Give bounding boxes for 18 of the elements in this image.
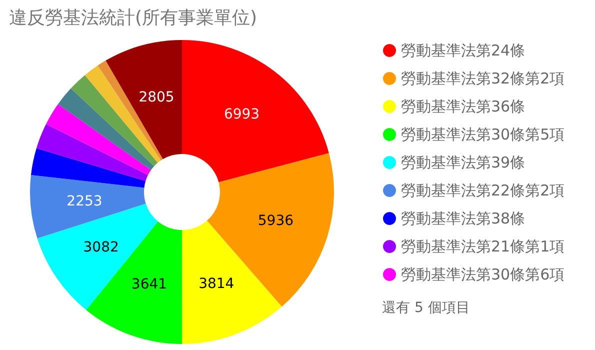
legend-label: 勞動基準法第30條第5項 (401, 126, 565, 144)
text: 還有 5 個項目 (382, 300, 470, 316)
data-label: 3814 (198, 276, 234, 292)
legend-label: 勞動基準法第24條 (401, 42, 526, 60)
chart-title: 違反勞基法統計(所有事業單位) (9, 8, 258, 28)
legend-label: 勞動基準法第36條 (401, 98, 526, 116)
legend-label: 勞動基準法第22條第2項 (401, 182, 565, 200)
data-label: 3641 (131, 276, 168, 292)
data-label: 3082 (83, 239, 119, 256)
data-label: 6993 (224, 106, 260, 122)
legend-label: 勞動基準法第30條第6項 (401, 266, 565, 284)
legend-label: 勞動基準法第39條 (401, 154, 526, 172)
data-label: 5936 (258, 212, 294, 229)
legend-label: 勞動基準法第32條第2項 (401, 70, 565, 88)
legend-label: 勞動基準法第21條第1項 (401, 238, 565, 256)
data-label: 2805 (138, 89, 174, 106)
legend-label: 勞動基準法第38條 (401, 210, 526, 228)
data-label: 2253 (66, 194, 102, 210)
